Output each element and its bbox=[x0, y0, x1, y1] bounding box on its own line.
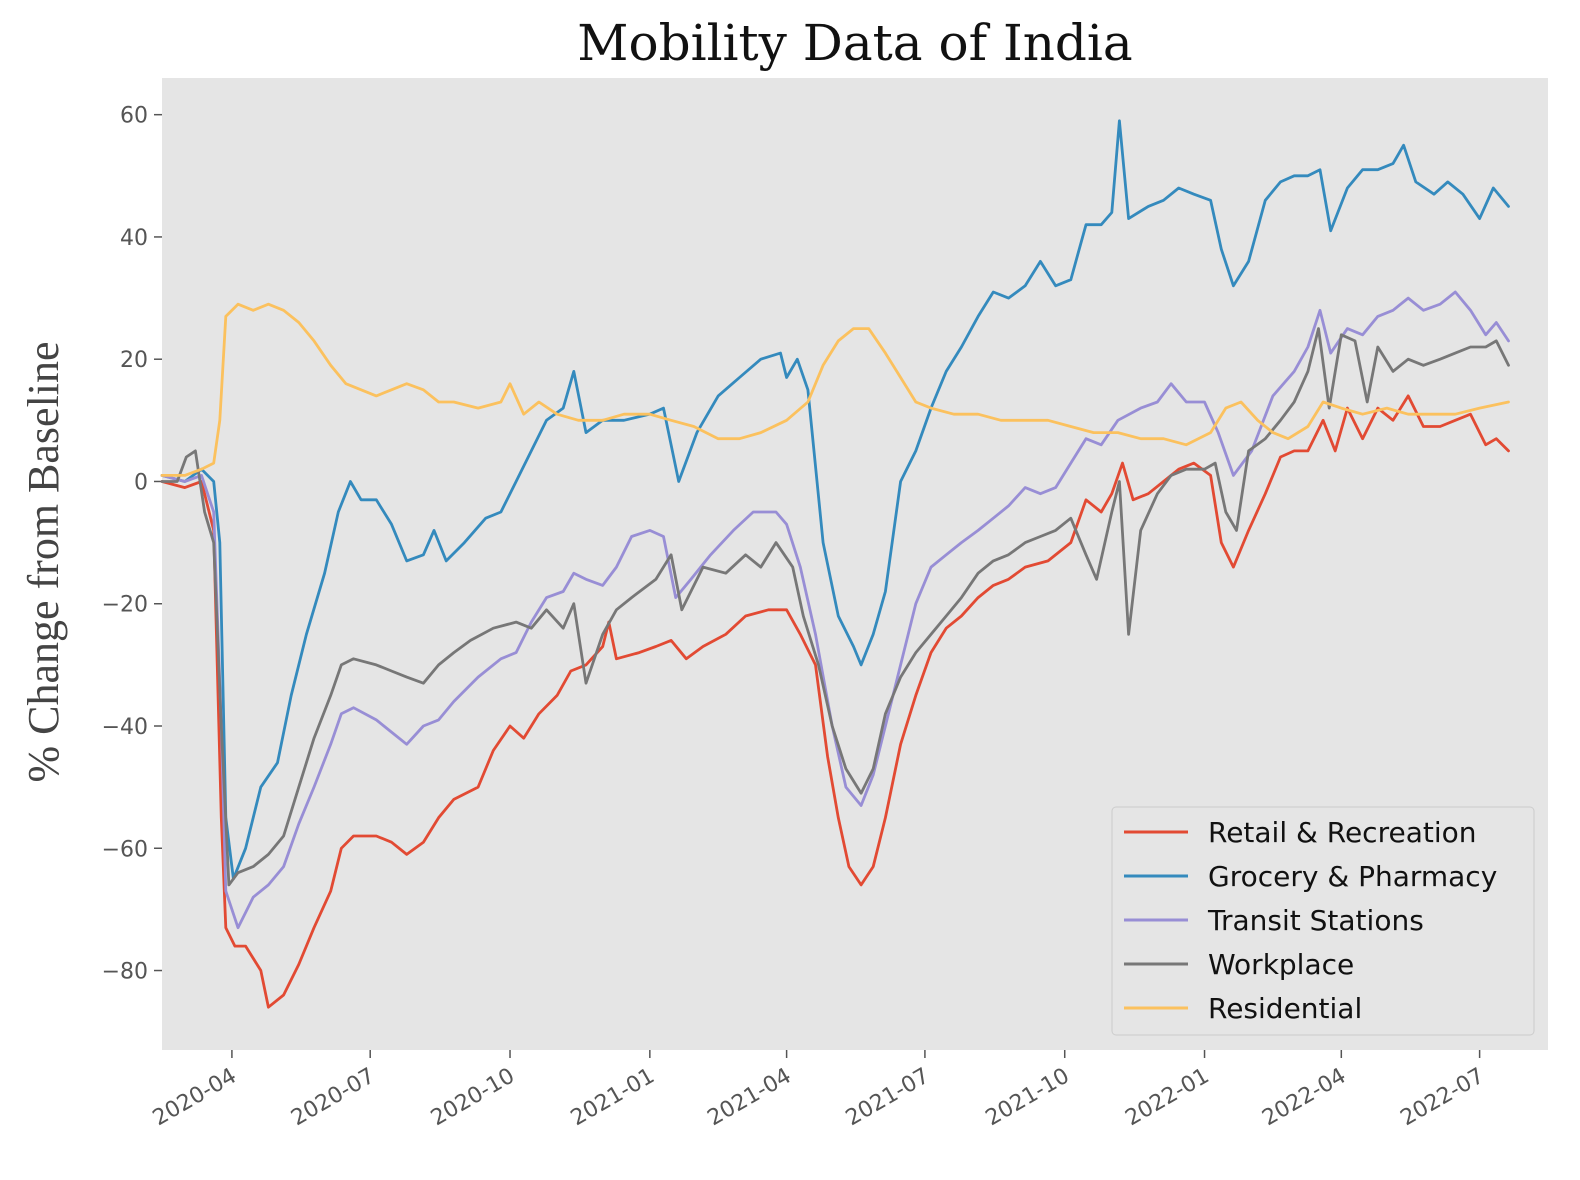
series-lines bbox=[160, 119, 1510, 1009]
legend-box bbox=[1111, 806, 1535, 1036]
y-tick-label: −80 bbox=[102, 960, 148, 985]
x-tick-label: 2021-10 bbox=[982, 1064, 1074, 1132]
series-line-retail-recreation bbox=[160, 394, 1510, 1009]
x-tick-label: 2022-04 bbox=[1258, 1064, 1350, 1132]
y-axis: 60 40 20 0 −20 −40 −60 −80 bbox=[102, 104, 162, 985]
legend-label: Transit Stations bbox=[1207, 904, 1424, 937]
x-tick-label: 2021-01 bbox=[567, 1064, 659, 1132]
y-tick-label: −20 bbox=[102, 593, 148, 618]
y-tick-label: 40 bbox=[120, 226, 148, 251]
y-tick-label: 20 bbox=[120, 348, 148, 373]
x-tick-label: 2020-10 bbox=[427, 1064, 519, 1132]
series-line-grocery-pharmacy bbox=[160, 119, 1510, 881]
legend-label: Workplace bbox=[1208, 948, 1354, 981]
y-axis-label: % Change from Baseline bbox=[19, 341, 68, 782]
legend-label: Grocery & Pharmacy bbox=[1208, 860, 1497, 893]
y-tick-label: 0 bbox=[134, 470, 148, 495]
y-tick-label: 60 bbox=[120, 104, 148, 129]
x-tick-label: 2021-07 bbox=[842, 1064, 934, 1132]
x-tick-label: 2022-07 bbox=[1397, 1064, 1489, 1132]
legend-label: Residential bbox=[1208, 992, 1362, 1025]
legend-label: Retail & Recreation bbox=[1208, 816, 1477, 849]
chart-title: Mobility Data of India bbox=[577, 14, 1132, 72]
series-line-residential bbox=[160, 302, 1510, 477]
y-tick-label: −60 bbox=[102, 837, 148, 862]
series-line-workplace bbox=[160, 327, 1510, 887]
x-axis: 2020-04 2020-07 2020-10 2021-01 2021-04 2021-… bbox=[149, 1050, 1489, 1131]
x-tick-label: 2020-04 bbox=[149, 1064, 241, 1132]
series-line-transit-stations bbox=[160, 290, 1510, 930]
legend-items: Retail & Recreation Grocery & Pharmacy Tra… bbox=[1124, 816, 1497, 1025]
legend: Retail & Recreation Grocery & Pharmacy Tra… bbox=[1111, 806, 1535, 1036]
x-tick-label: 2022-01 bbox=[1121, 1064, 1213, 1132]
x-tick-label: 2021-04 bbox=[704, 1064, 796, 1132]
y-tick-label: −40 bbox=[102, 715, 148, 740]
x-tick-label: 2020-07 bbox=[287, 1064, 379, 1132]
